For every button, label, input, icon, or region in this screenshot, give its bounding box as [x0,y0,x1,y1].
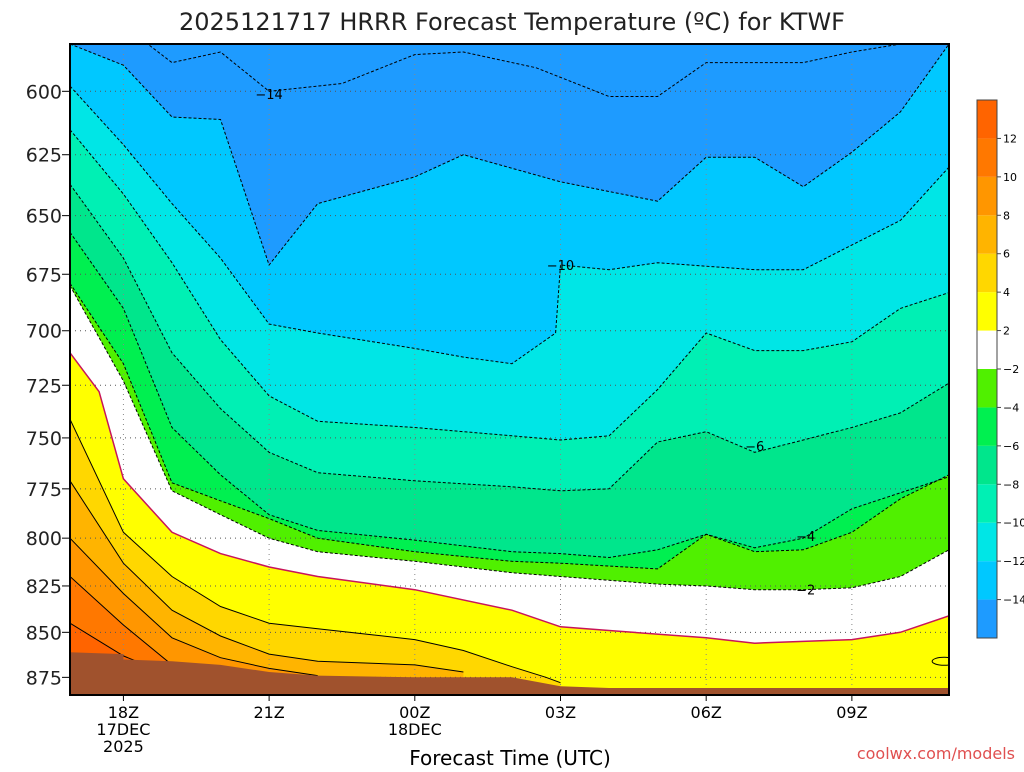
credit-text: coolwx.com/models [857,744,1015,763]
colorbar-label: −14 [1003,594,1024,607]
colorbar-label: −12 [1003,555,1024,568]
colorbar-swatch [977,138,997,177]
y-tick-label: 625 [26,145,62,167]
x-tick-label: 06Z [691,703,722,722]
colorbar-label: −8 [1003,478,1019,491]
x-tick-label: 2025 [103,737,144,756]
y-tick-label: 700 [26,321,62,343]
colorbar-swatch [977,253,997,293]
plot-frame [69,43,950,696]
y-tick-label: 750 [26,428,62,450]
colorbar-label: −4 [1003,401,1019,414]
warm-pocket [931,656,949,666]
contour-line--10 [70,129,949,441]
colorbar-swatch [977,369,997,408]
contour-line-4 [70,418,561,684]
contour-label: −10 [547,259,574,274]
grid-lines [70,44,949,695]
x-tick-label: 09Z [836,703,867,722]
colorbar-swatch [977,445,997,485]
contour-line--12 [70,85,949,365]
band-fill-2 [70,352,949,695]
colorbar-label: 4 [1003,286,1010,299]
colorbar-legend: −14 −12 −10 −8 −6 −4 −2 2 4 6 8 10 12 [976,99,1024,639]
y-tick-label: 775 [26,479,62,501]
colorbar-swatch [977,407,997,446]
ground-fill [70,652,949,695]
y-tick-label: 875 [26,667,62,689]
colorbar-label: 12 [1003,132,1017,145]
y-tick-label: 650 [26,206,62,228]
y-tick-label: 825 [26,576,62,598]
y-axis: 600 625 650 675 700 725 750 775 800 825 850 875 [26,81,70,689]
y-tick-label: 600 [26,81,62,103]
x-tick-label: 21Z [253,703,284,722]
contour-label: −14 [255,88,282,103]
x-tick-label: 00Z [399,703,430,722]
y-tick-label: 800 [26,528,62,550]
colorbar-label: −10 [1003,517,1024,530]
colorbar-label: −2 [1003,363,1019,376]
contour-line-6 [70,480,464,673]
y-tick-label: 725 [26,375,62,397]
contour-line-8 [70,537,318,677]
colorbar-swatch [977,215,997,254]
colorbar-swatch [977,292,997,331]
contour-line--14 [70,44,949,267]
colorbar-swatch [977,522,997,562]
x-tick-label: 03Z [545,703,576,722]
contour-labels: −14 −10 −6 −4 −2 [255,88,815,599]
colorbar-label: 6 [1003,248,1010,261]
y-tick-label: 675 [26,264,62,286]
colorbar-swatch [977,330,997,369]
x-tick-label: 17DEC [96,720,150,739]
contour-line--4 [70,283,949,570]
colorbar-label: 8 [1003,209,1010,222]
x-axis-label: Forecast Time (UTC) [409,746,611,768]
x-tick-label: 18DEC [388,720,442,739]
ground-surface [70,652,949,695]
contour-line--6 [70,232,949,559]
colorbar-swatch [977,561,997,600]
colorbar-swatch [977,484,997,523]
x-tick-label: 18Z [108,703,139,722]
colorbar-label: −6 [1003,440,1019,453]
colorbar-swatch [977,176,997,216]
contour-line-2 [70,352,949,644]
contour-label: −2 [796,584,815,599]
contour-label: −4 [796,530,815,545]
colorbar-label: 10 [1003,171,1017,184]
colorbar-swatch [977,599,997,638]
y-tick-label: 850 [26,622,62,644]
colorbar-swatch [977,100,997,139]
contour-label: −6 [745,440,764,455]
contour-line--8 [70,184,949,492]
contour-line--2 [70,285,949,591]
colorbar-label: 2 [1003,325,1010,338]
chart-title: 2025121717 HRRR Forecast Temperature (ºC… [179,8,845,36]
contour-fills [70,44,949,695]
